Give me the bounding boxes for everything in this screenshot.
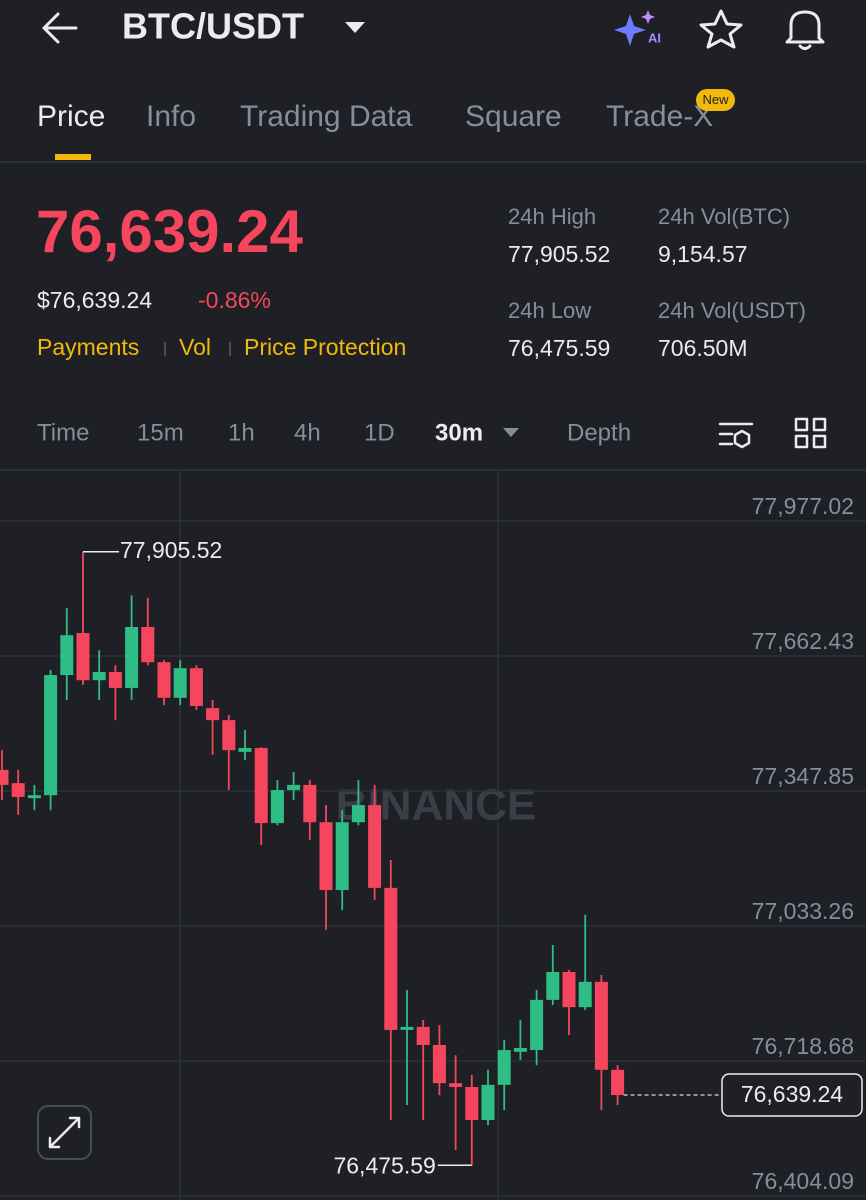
link[interactable]: Vol [179,334,211,360]
stat-value: 76,475.59 [508,335,610,361]
candle-body [578,981,592,1008]
link[interactable]: Payments [37,334,139,360]
candle-body [546,971,560,1000]
y-tick-label: 77,662.43 [752,628,854,654]
candle-body [303,784,317,823]
last-price: 76,639.24 [36,198,304,265]
tab[interactable]: Trade-X [606,100,713,133]
candle-body [530,999,544,1051]
stat-label: 24h Low [508,298,591,323]
interval[interactable]: 4h [294,419,321,446]
interval[interactable]: Depth [567,419,631,446]
pair-title[interactable]: BTC/USDT [122,6,304,47]
indicator-settings[interactable] [718,422,754,449]
last-price-label: 76,639.24 [741,1081,844,1107]
stat-label: 24h Vol(BTC) [658,204,790,229]
candle-body [270,790,284,824]
candle-body [206,708,220,721]
interval[interactable]: 1D [364,419,395,446]
candle-body [465,1086,479,1121]
watermark: BINANCE [336,781,536,830]
new-badge-text: New [702,92,729,107]
candle-body [497,1050,511,1085]
candle-body [157,662,171,698]
usd-price: $76,639.24 [37,287,152,313]
candle-body [189,668,203,706]
y-tick-label: 77,033.26 [752,898,854,924]
y-tick-label: 76,404.09 [752,1168,854,1194]
candle-body [11,783,25,797]
alert-button[interactable] [785,10,825,50]
candle-body [44,675,58,796]
candle-body [335,822,349,891]
pair-dropdown[interactable] [345,22,365,33]
candle-body [432,1044,446,1084]
candle-body [254,748,268,824]
candle-body [76,633,90,681]
interval-dropdown[interactable] [503,428,519,437]
candle-body [562,971,576,1008]
candle-body [27,795,41,799]
candle-body [481,1084,495,1121]
candle-body [238,748,252,752]
candle-body [400,1026,414,1030]
link[interactable]: Price Protection [244,334,406,360]
candle-body [513,1047,527,1052]
candle-body [449,1083,463,1087]
price-change: -0.86% [198,287,271,313]
fullscreen-icon [48,1116,81,1149]
stat-value: 9,154.57 [658,241,748,267]
candle-body [125,627,139,688]
candle-body [60,635,74,676]
low-label: 76,475.59 [333,1152,435,1178]
candle-body [416,1026,430,1045]
y-tick-label: 76,718.68 [752,1033,854,1059]
stat-label: 24h Vol(USDT) [658,298,806,323]
ai-sparkle [641,10,655,24]
back-button[interactable] [42,12,78,44]
tab[interactable]: Info [146,100,196,133]
stat-value: 77,905.52 [508,241,610,267]
candle-body [351,805,365,823]
stat-value: 706.50M [658,335,748,361]
high-label: 77,905.52 [120,537,222,563]
y-tick-label: 77,977.02 [752,493,854,519]
last-price-box [721,1073,863,1117]
candle-body [368,805,382,888]
interval[interactable]: Time [37,419,89,446]
candle-body [319,822,333,891]
interval-active[interactable]: 30m [435,419,483,446]
candle-body [92,672,106,681]
fullscreen-button[interactable] [37,1105,92,1160]
candle-body [0,769,9,785]
new-badge [696,89,735,111]
ai-label: AI [648,30,661,45]
candle-body [594,981,608,1070]
chart: BINANCE 77,977.02 77,662.43 77,347.85 77,03… [0,470,866,1200]
interval[interactable]: 1h [228,419,255,446]
layout-button[interactable] [794,417,827,449]
candle-body [222,720,236,751]
candle-body [611,1069,625,1096]
candle-body [108,672,122,688]
candle-body [141,627,155,663]
candle-body [384,887,398,1030]
tab[interactable]: Trading Data [240,100,413,133]
tab[interactable]: Price [37,100,105,133]
interval[interactable]: 15m [137,419,184,446]
candle-body [173,668,187,698]
active-tab-indicator [55,154,91,160]
stat-label: 24h High [508,204,596,229]
favorite-button[interactable] [699,9,743,49]
tab[interactable]: Square [465,100,562,133]
ai-icon[interactable] [614,14,646,46]
y-tick-label: 77,347.85 [752,763,854,789]
candle-body [287,784,301,791]
